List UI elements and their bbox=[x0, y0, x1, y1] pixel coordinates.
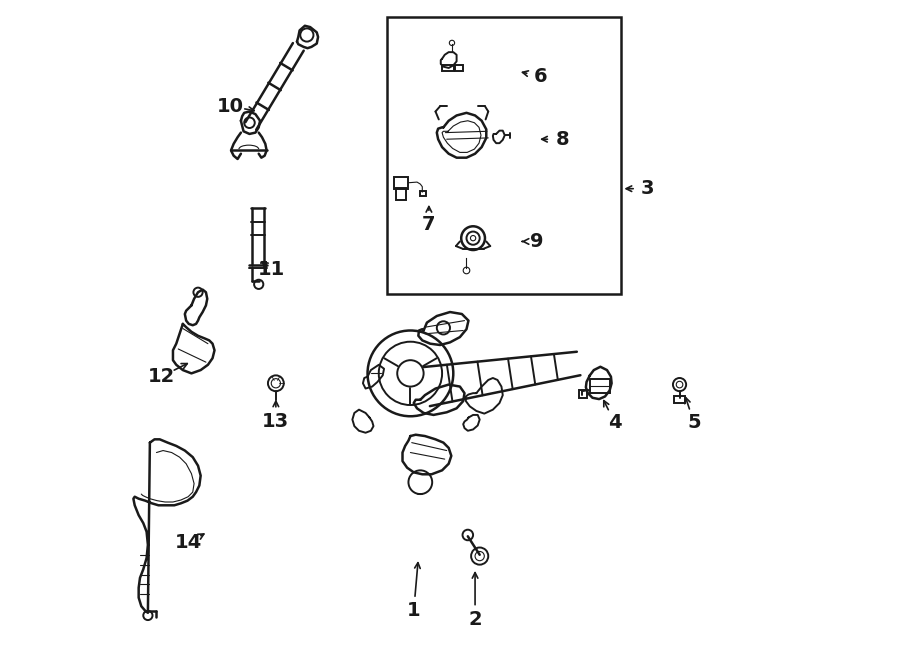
Text: 1: 1 bbox=[407, 602, 420, 620]
Bar bbox=[590, 379, 609, 393]
Text: 6: 6 bbox=[535, 67, 548, 86]
Bar bbox=[579, 390, 587, 398]
Text: 3: 3 bbox=[641, 179, 654, 198]
Text: 7: 7 bbox=[422, 215, 436, 235]
Bar bbox=[387, 17, 622, 294]
Bar bbox=[396, 188, 407, 200]
Text: 14: 14 bbox=[175, 533, 202, 553]
Bar bbox=[394, 176, 409, 188]
Text: 5: 5 bbox=[688, 413, 701, 432]
Text: 13: 13 bbox=[262, 412, 290, 431]
Text: 12: 12 bbox=[148, 367, 175, 386]
Text: 2: 2 bbox=[468, 610, 482, 629]
Text: 11: 11 bbox=[258, 260, 285, 280]
Text: 8: 8 bbox=[555, 130, 569, 149]
Text: 9: 9 bbox=[530, 232, 544, 251]
Text: 10: 10 bbox=[217, 97, 244, 116]
Bar bbox=[442, 65, 454, 71]
Bar bbox=[674, 397, 685, 403]
Bar bbox=[419, 190, 427, 196]
Text: 4: 4 bbox=[608, 413, 622, 432]
Bar bbox=[455, 65, 464, 71]
